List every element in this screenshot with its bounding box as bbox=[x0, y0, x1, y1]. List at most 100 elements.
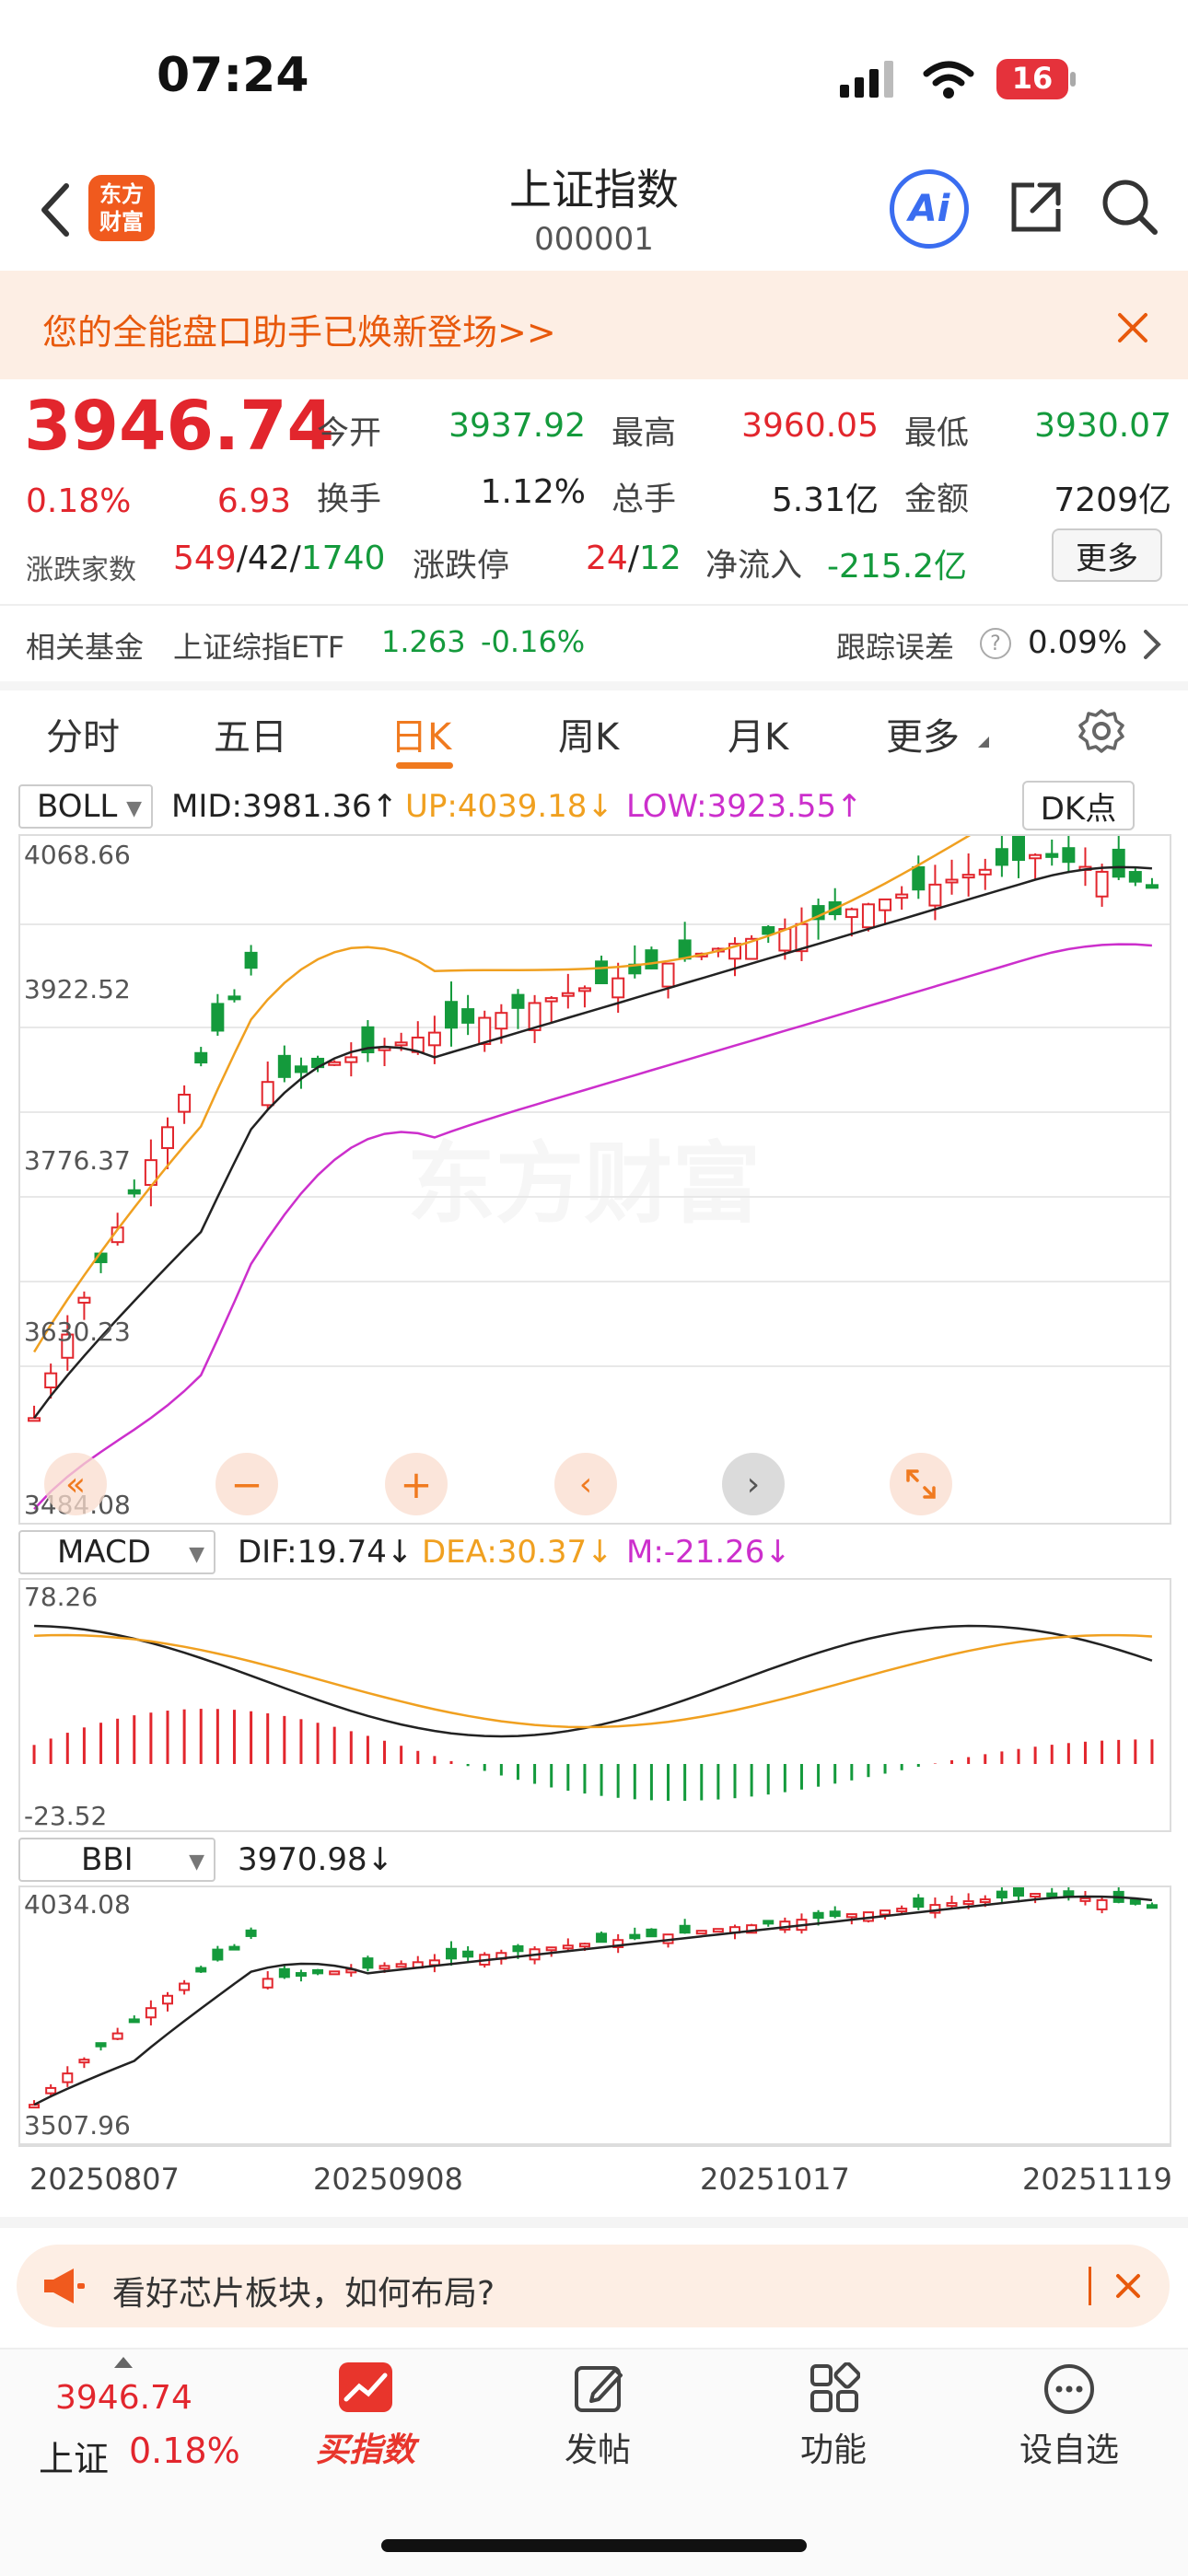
promo-close-icon[interactable] bbox=[1109, 2267, 1147, 2305]
fund-label: 相关基金 bbox=[26, 630, 145, 665]
ai-button[interactable]: Ai bbox=[890, 169, 969, 249]
candle-body bbox=[44, 1372, 58, 1388]
eastmoney-logo[interactable]: 东方 财富 bbox=[88, 175, 155, 241]
candle-body bbox=[645, 949, 658, 969]
logo-line-1: 东方 bbox=[99, 181, 144, 207]
candle-body bbox=[161, 1126, 174, 1150]
nav-post[interactable]: 发帖 bbox=[538, 2362, 658, 2482]
arrow-down-icon: ↓ bbox=[367, 1841, 394, 1878]
banner-text[interactable]: 您的全能盘口助手已焕新登场>> bbox=[42, 312, 556, 353]
nav-add-watchlist[interactable]: 设自选 bbox=[1009, 2362, 1129, 2482]
settings-gear-icon[interactable] bbox=[1077, 707, 1125, 759]
candle-body bbox=[962, 1900, 974, 1906]
nav-functions[interactable]: 功能 bbox=[774, 2361, 893, 2482]
tab-more[interactable]: 更多 bbox=[886, 716, 960, 759]
nav-label-add-watchlist: 设自选 bbox=[1019, 2431, 1119, 2469]
expand-caret-icon[interactable] bbox=[114, 2357, 133, 2368]
boll-low: LOW:3923.55↑ bbox=[626, 788, 863, 825]
announcement-banner[interactable] bbox=[0, 271, 1188, 379]
boll-mid-value: MID:3981.36 bbox=[171, 788, 372, 825]
breadth-up: 549 bbox=[173, 540, 237, 577]
arrow-down-icon: ↓ bbox=[587, 1534, 613, 1571]
candle-body bbox=[262, 1978, 274, 1989]
candle-body bbox=[312, 1968, 324, 1975]
help-icon[interactable]: ? bbox=[980, 628, 1011, 659]
zoom-out-icon[interactable]: − bbox=[215, 1453, 278, 1515]
back-button[interactable] bbox=[28, 175, 83, 245]
candle-body bbox=[646, 1928, 658, 1938]
candle-body bbox=[577, 987, 591, 992]
indicator-selector-boll[interactable]: BOLL ▼ bbox=[18, 784, 153, 829]
candle-body bbox=[1029, 853, 1042, 860]
share-icon[interactable] bbox=[1004, 175, 1068, 239]
scroll-left-icon[interactable]: ‹ bbox=[554, 1453, 617, 1515]
arrow-down-icon: ↓ bbox=[386, 1534, 413, 1571]
candle-body bbox=[712, 1928, 724, 1933]
limit-label: 涨跌停 bbox=[413, 548, 510, 585]
boll-upper-line bbox=[33, 836, 972, 1353]
tab-five-day[interactable]: 五日 bbox=[214, 716, 287, 759]
fund-name[interactable]: 上证综指ETF bbox=[173, 630, 345, 665]
chevron-right-icon[interactable] bbox=[1142, 628, 1162, 665]
more-button-label: 更多 bbox=[1076, 540, 1138, 577]
divider bbox=[0, 681, 1188, 690]
tab-daily-k[interactable]: 日K bbox=[390, 716, 452, 759]
candle-body bbox=[162, 1994, 173, 2005]
candle-body bbox=[1030, 1893, 1042, 1898]
nav-index-price[interactable]: 3946.74 bbox=[55, 2379, 192, 2417]
candle-body bbox=[495, 1012, 508, 1030]
indicator-selector-macd[interactable]: MACD ▼ bbox=[18, 1530, 215, 1574]
turnover-value: 1.12% bbox=[480, 473, 586, 511]
nav-index-pct[interactable]: 0.18% bbox=[129, 2431, 240, 2471]
promo-bar[interactable] bbox=[17, 2245, 1170, 2327]
tab-weekly-k[interactable]: 周K bbox=[558, 716, 620, 759]
arrow-down-icon: ↓ bbox=[587, 788, 613, 825]
bbi-value: 3970.98↓ bbox=[238, 1841, 393, 1878]
scroll-far-left-icon[interactable]: « bbox=[44, 1453, 107, 1515]
candle-body bbox=[928, 883, 942, 907]
macd-chart[interactable] bbox=[18, 1578, 1171, 1832]
banner-close-icon[interactable] bbox=[1111, 306, 1155, 350]
nav-index-name[interactable]: 上证 bbox=[39, 2439, 110, 2479]
candle-body bbox=[28, 1417, 41, 1422]
candle-body bbox=[745, 937, 759, 960]
candle-body bbox=[545, 1946, 557, 1952]
inflow-label: 净流入 bbox=[705, 548, 803, 585]
candle-body bbox=[379, 1965, 390, 1970]
change-value: 6.93 bbox=[216, 482, 291, 520]
candle-body bbox=[861, 903, 875, 929]
edit-icon bbox=[573, 2362, 624, 2418]
candle-body bbox=[95, 2042, 107, 2048]
candle-body bbox=[328, 1061, 342, 1066]
breadth-down: 1740 bbox=[300, 540, 386, 577]
indicator-selector-bbi[interactable]: BBI ▼ bbox=[18, 1838, 215, 1882]
dk-point-button[interactable]: DK点 bbox=[1022, 781, 1135, 830]
fullscreen-icon[interactable] bbox=[890, 1453, 952, 1515]
low-value: 3930.07 bbox=[1034, 407, 1171, 445]
candle-body bbox=[244, 951, 258, 969]
search-icon[interactable] bbox=[1098, 175, 1162, 239]
arrow-up-icon: ↑ bbox=[836, 788, 863, 825]
open-value: 3937.92 bbox=[448, 407, 586, 445]
amount-value: 7209亿 bbox=[1054, 482, 1171, 519]
tab-monthly-k[interactable]: 月K bbox=[728, 716, 789, 759]
candle-body bbox=[245, 1929, 257, 1937]
fund-price: 1.263 bbox=[381, 624, 466, 659]
candle-body bbox=[128, 2018, 140, 2024]
candle-body bbox=[212, 1948, 224, 1961]
more-dots-icon bbox=[1042, 2362, 1096, 2419]
zoom-in-icon[interactable]: + bbox=[385, 1453, 448, 1515]
nav-buy-index[interactable]: 买指数 bbox=[304, 2362, 424, 2482]
candle-body bbox=[127, 1189, 141, 1195]
tab-intraday[interactable]: 分时 bbox=[46, 716, 120, 759]
date-label-3: 20251017 bbox=[700, 2162, 850, 2197]
promo-text[interactable]: 看好芯片板块，如何布局? bbox=[112, 2275, 495, 2313]
candle-body bbox=[879, 898, 892, 911]
candle-body bbox=[227, 995, 241, 1001]
scroll-right-icon[interactable]: › bbox=[722, 1453, 785, 1515]
candle-body bbox=[596, 1932, 608, 1944]
more-button[interactable]: 更多 bbox=[1052, 528, 1162, 582]
bbi-chart[interactable] bbox=[18, 1886, 1171, 2145]
candle-body bbox=[812, 1911, 824, 1920]
